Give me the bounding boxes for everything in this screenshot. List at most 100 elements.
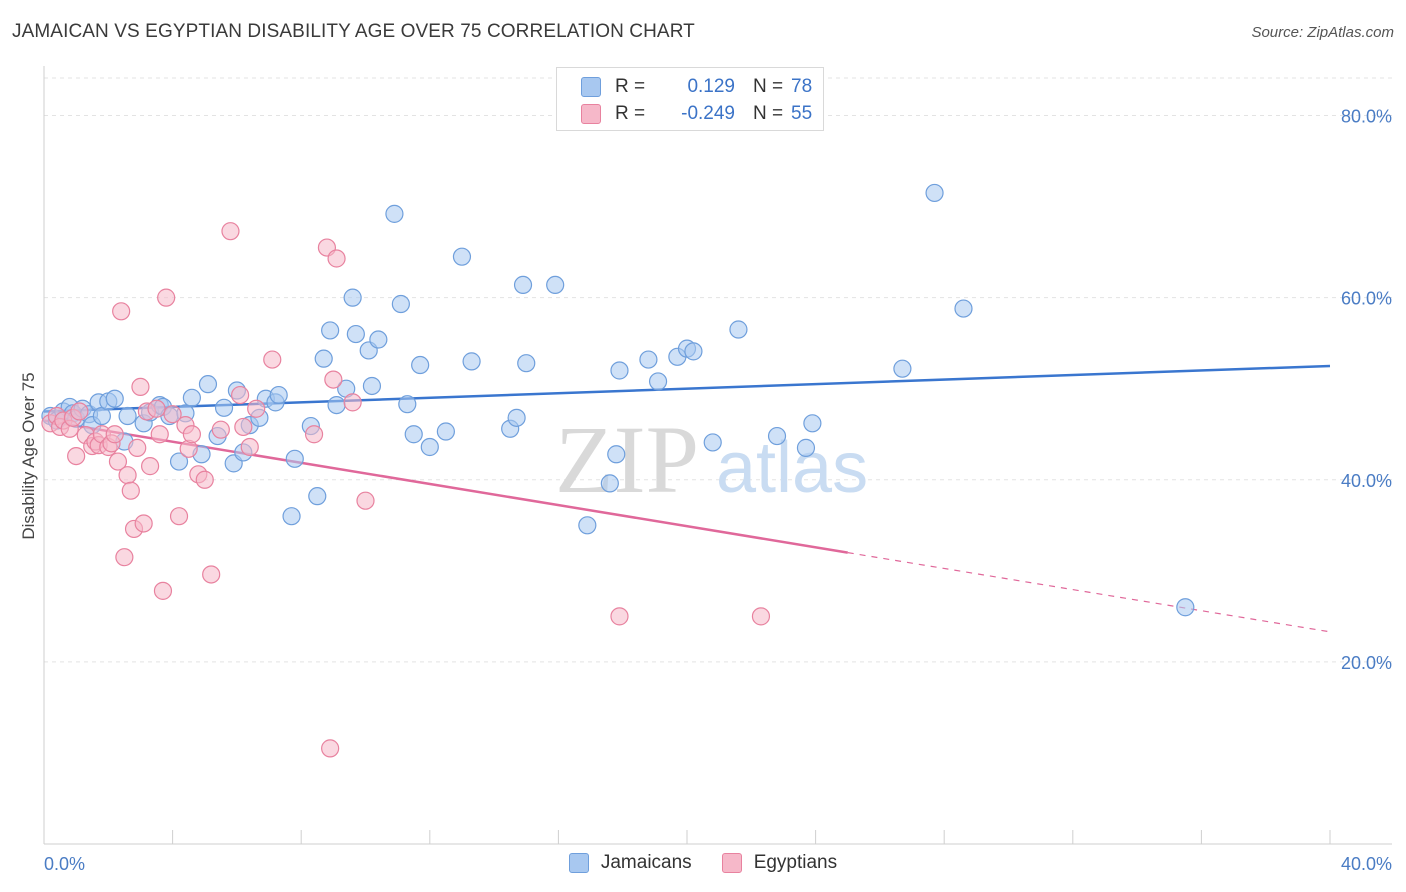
point-egyptian <box>321 739 340 758</box>
y-axis-label: Disability Age Over 75 <box>19 372 38 539</box>
legend-n-value: 78 <box>791 76 813 97</box>
series-label-egyptians: Egyptians <box>753 852 838 873</box>
point-jamaican <box>546 275 565 294</box>
point-egyptian <box>751 607 771 626</box>
point-egyptian <box>169 507 189 526</box>
point-jamaican <box>796 438 816 457</box>
point-egyptian <box>105 425 124 444</box>
point-jamaican <box>308 487 327 506</box>
point-jamaican <box>610 361 629 380</box>
point-jamaican <box>893 359 912 378</box>
point-jamaican <box>343 288 362 307</box>
point-egyptian <box>324 370 343 389</box>
point-egyptian <box>231 385 250 405</box>
series-legend: Jamaicans Egyptians <box>0 852 1406 874</box>
point-jamaican <box>729 320 748 339</box>
point-jamaican <box>398 395 417 414</box>
legend-r-value: 0.129 <box>687 76 735 97</box>
point-jamaican <box>182 388 201 407</box>
legend-row-egyptians: R = -0.249 N = 55 <box>581 101 812 127</box>
point-egyptian <box>108 452 128 471</box>
y-tick-label: 20.0% <box>1341 653 1392 673</box>
x-tick-label: 40.0% <box>1341 854 1392 874</box>
point-egyptian <box>304 425 324 444</box>
point-egyptian <box>118 466 137 485</box>
point-jamaican <box>639 350 658 369</box>
point-jamaican <box>452 247 472 266</box>
point-egyptian <box>343 393 362 412</box>
point-jamaican <box>578 516 597 535</box>
point-jamaican <box>925 183 944 203</box>
data-points <box>41 183 1195 758</box>
point-jamaican <box>420 437 439 457</box>
point-jamaican <box>198 375 218 394</box>
chart-title: JAMAICAN VS EGYPTIAN DISABILITY AGE OVER… <box>12 21 695 42</box>
point-jamaican <box>803 414 822 433</box>
point-jamaican <box>362 376 382 396</box>
point-egyptian <box>195 470 214 489</box>
point-jamaican <box>118 406 137 426</box>
y-tick-label: 40.0% <box>1341 471 1392 491</box>
y-tick-label: 80.0% <box>1341 107 1392 127</box>
point-egyptian <box>157 288 176 307</box>
point-egyptian <box>327 249 346 268</box>
point-egyptian <box>221 222 240 241</box>
point-jamaican <box>169 452 189 471</box>
point-egyptian <box>128 438 147 457</box>
series-swatch-pink <box>721 853 742 873</box>
point-egyptian <box>134 514 153 533</box>
point-egyptian <box>356 491 375 510</box>
point-egyptian <box>121 481 140 500</box>
point-jamaican <box>767 426 787 446</box>
point-egyptian <box>150 425 169 444</box>
legend-r-label: R = <box>615 103 646 124</box>
axes <box>43 66 1392 845</box>
legend-r-value: -0.249 <box>681 103 735 124</box>
y-tick-label: 60.0% <box>1341 289 1392 309</box>
point-jamaican <box>269 385 288 405</box>
point-egyptian <box>147 399 166 418</box>
trend-line-egyptians <box>43 419 848 554</box>
point-jamaican <box>346 324 365 344</box>
point-jamaican <box>369 330 388 349</box>
watermark-atlas: atlas <box>716 428 868 508</box>
watermark-zip: ZIP <box>555 406 699 513</box>
point-egyptian <box>263 350 282 369</box>
series-label-jamaicans: Jamaicans <box>600 852 692 873</box>
point-egyptian <box>115 548 134 567</box>
point-jamaican <box>411 355 430 375</box>
series-legend-jamaicans: Jamaicans <box>568 852 692 874</box>
legend-n-value: 55 <box>791 103 813 124</box>
point-egyptian <box>163 405 182 424</box>
series-legend-egyptians: Egyptians <box>721 852 838 874</box>
point-jamaican <box>105 389 124 408</box>
point-jamaican <box>600 474 619 493</box>
x-tick-label: 0.0% <box>44 854 85 874</box>
point-jamaican <box>327 395 346 415</box>
point-egyptian <box>240 437 259 457</box>
legend-n-label: N = <box>753 103 784 124</box>
point-egyptian <box>67 446 86 466</box>
series-swatch-blue <box>568 853 589 873</box>
point-jamaican <box>648 372 668 391</box>
point-jamaican <box>282 507 301 526</box>
point-egyptian <box>182 425 201 444</box>
trend-line-egyptians-extension <box>847 552 1331 633</box>
point-jamaican <box>404 425 423 444</box>
legend-swatch-pink <box>581 104 601 124</box>
point-egyptian <box>112 302 131 321</box>
point-egyptian <box>140 457 160 476</box>
point-egyptian <box>202 565 221 584</box>
chart-source: Source: ZipAtlas.com <box>1251 24 1394 41</box>
point-jamaican <box>314 349 333 368</box>
legend-r-label: R = <box>615 76 646 97</box>
point-egyptian <box>234 417 253 437</box>
point-egyptian <box>131 377 150 396</box>
legend-swatch-blue <box>581 77 601 97</box>
point-egyptian <box>610 607 629 626</box>
watermark: ZIP atlas <box>555 406 868 513</box>
point-jamaican <box>436 422 455 441</box>
point-egyptian <box>247 399 266 418</box>
point-jamaican <box>214 398 234 417</box>
